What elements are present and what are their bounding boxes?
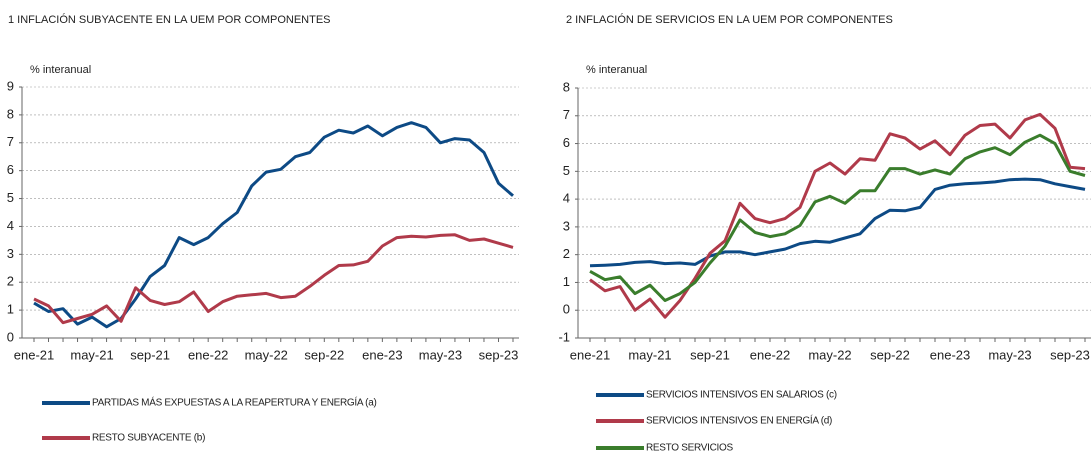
y-tick-label: -1 bbox=[558, 329, 570, 344]
series-line bbox=[589, 133, 1086, 302]
y-tick-label: 1 bbox=[563, 274, 570, 289]
x-tick-label: sep-21 bbox=[690, 347, 730, 362]
y-tick-label: 1 bbox=[7, 302, 14, 317]
y-tick-label: 3 bbox=[563, 218, 570, 233]
x-tick-label: ene-22 bbox=[188, 347, 228, 362]
y-tick-label: 6 bbox=[563, 135, 570, 150]
x-tick-label: ene-22 bbox=[750, 347, 790, 362]
chart-title: 1 INFLACIÓN SUBYACENTE EN LA UEM POR COM… bbox=[8, 13, 331, 26]
legend-label: RESTO SUBYACENTE (b) bbox=[92, 433, 205, 444]
x-tick-label: ene-21 bbox=[14, 347, 54, 362]
x-tick-label: may-22 bbox=[808, 347, 851, 362]
y-tick-label: 6 bbox=[7, 162, 14, 177]
y-tick-label: 3 bbox=[7, 246, 14, 261]
x-tick-label: sep-22 bbox=[870, 347, 910, 362]
legend-label: PARTIDAS MÁS EXPUESTAS A LA REAPERTURA Y… bbox=[92, 396, 377, 409]
y-tick-label: 0 bbox=[563, 302, 570, 317]
y-tick-label: 4 bbox=[7, 218, 14, 233]
x-tick-label: sep-23 bbox=[479, 347, 519, 362]
chart-title: 2 INFLACIÓN DE SERVICIOS EN LA UEM POR C… bbox=[566, 13, 893, 26]
x-tick-label: may-23 bbox=[988, 347, 1031, 362]
y-axis-label: % interanual bbox=[586, 64, 647, 76]
series-line bbox=[589, 112, 1086, 319]
y-tick-label: 5 bbox=[7, 190, 14, 205]
x-tick-label: sep-22 bbox=[304, 347, 344, 362]
y-tick-label: 0 bbox=[7, 329, 14, 344]
y-tick-label: 2 bbox=[563, 246, 570, 261]
series-line bbox=[589, 177, 1086, 268]
series-line bbox=[33, 121, 514, 329]
y-tick-label: 9 bbox=[7, 78, 14, 93]
y-tick-label: 8 bbox=[7, 106, 14, 121]
series-line bbox=[33, 233, 514, 325]
y-tick-label: 4 bbox=[563, 191, 570, 206]
x-tick-label: ene-23 bbox=[362, 347, 402, 362]
x-tick-label: ene-23 bbox=[930, 347, 970, 362]
legend-label: SERVICIOS INTENSIVOS EN SALARIOS (c) bbox=[646, 390, 837, 401]
y-tick-label: 5 bbox=[563, 163, 570, 178]
x-tick-label: sep-21 bbox=[130, 347, 170, 362]
x-tick-label: may-21 bbox=[70, 347, 113, 362]
x-tick-label: may-21 bbox=[628, 347, 671, 362]
y-tick-label: 7 bbox=[7, 134, 14, 149]
x-tick-label: may-22 bbox=[245, 347, 288, 362]
y-tick-label: 2 bbox=[7, 274, 14, 289]
legend-label: RESTO SERVICIOS bbox=[646, 443, 733, 453]
y-tick-label: 7 bbox=[563, 107, 570, 122]
y-axis-label: % interanual bbox=[30, 64, 91, 76]
legend-label: SERVICIOS INTENSIVOS EN ENERGÍA (d) bbox=[646, 414, 832, 427]
x-tick-label: may-23 bbox=[419, 347, 462, 362]
x-tick-label: sep-23 bbox=[1050, 347, 1090, 362]
y-tick-label: 8 bbox=[563, 79, 570, 94]
x-tick-label: ene-21 bbox=[570, 347, 610, 362]
